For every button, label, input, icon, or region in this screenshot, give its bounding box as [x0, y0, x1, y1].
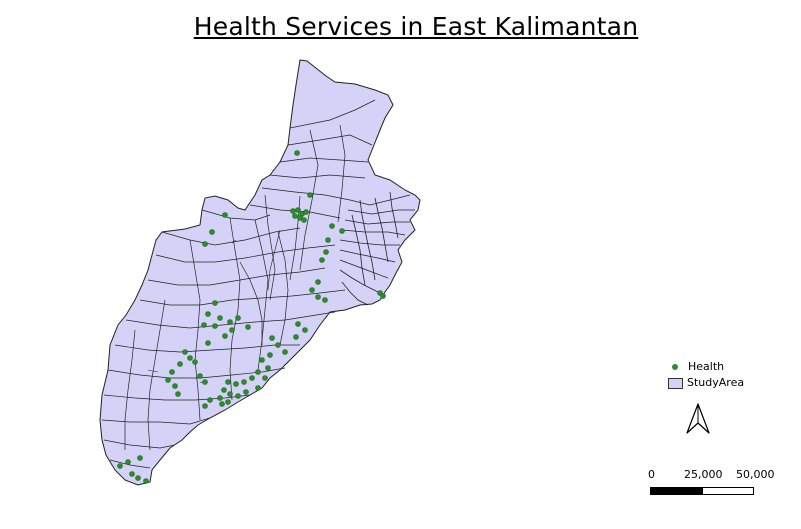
scale-label-zero: 0: [648, 468, 655, 481]
scale-bar: 0 25,000 50,000: [648, 468, 775, 498]
map-title: Health Services in East Kalimantan: [193, 12, 639, 41]
scale-label-mid: 25,000: [684, 468, 723, 481]
health-service-points: [117, 150, 386, 484]
legend-item-health: Health: [668, 360, 724, 373]
green-dot-icon: [672, 364, 678, 370]
scale-segment-empty: [702, 487, 754, 495]
north-arrow-icon: [686, 403, 710, 434]
legend-label-studyarea: StudyArea: [687, 376, 745, 389]
scale-segment-filled: [650, 487, 704, 495]
lavender-polygon-icon: [668, 377, 683, 389]
delta-channels: [339, 191, 415, 306]
legend-item-studyarea: StudyArea: [668, 376, 744, 389]
district-boundaries: [101, 99, 376, 469]
legend-label-health: Health: [688, 360, 725, 373]
scale-label-max: 50,000: [736, 468, 775, 481]
